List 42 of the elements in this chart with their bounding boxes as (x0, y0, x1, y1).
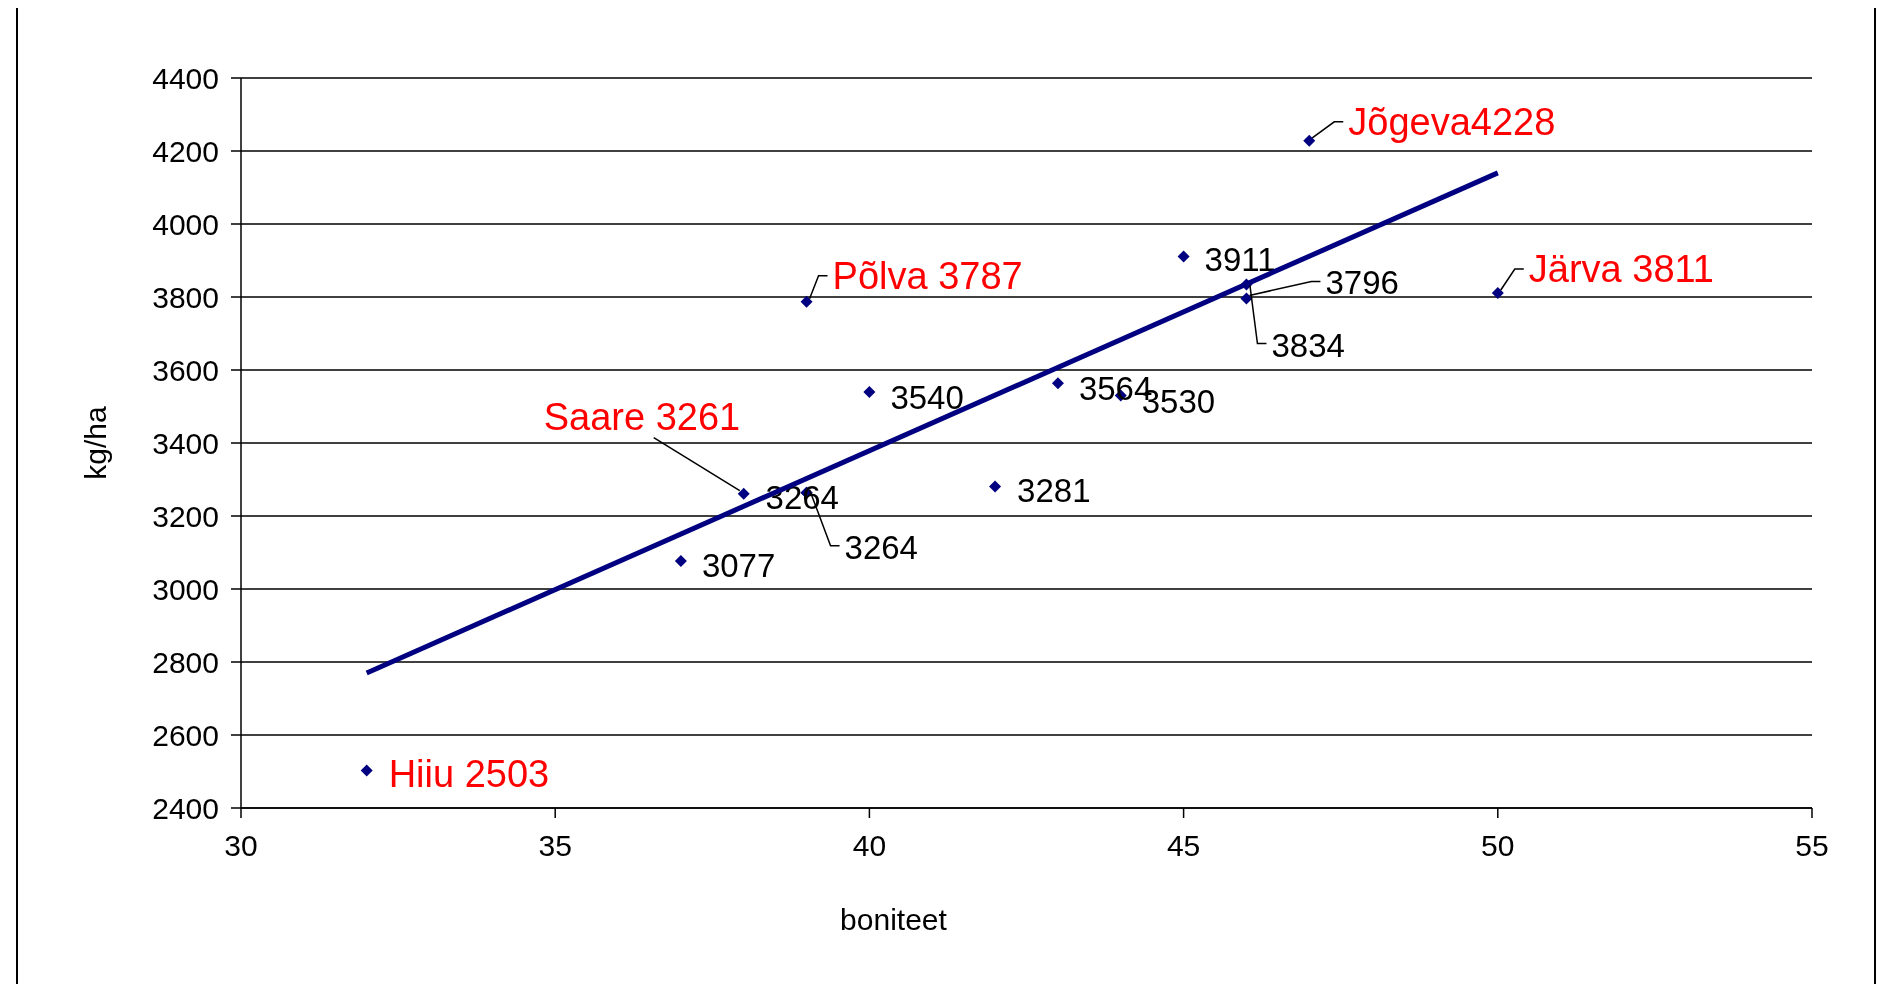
y-tick-label: 3000 (152, 572, 219, 606)
data-label: Jõgeva4228 (1348, 100, 1556, 143)
data-label: 3540 (890, 378, 964, 416)
y-tick-label: 4000 (152, 207, 219, 241)
x-tick-label: 30 (224, 829, 258, 862)
x-axis-title: boniteet (840, 903, 948, 936)
x-tick-label: 50 (1481, 829, 1515, 862)
x-tick-label: 35 (538, 829, 572, 862)
point (989, 480, 1002, 493)
y-tick-label: 2600 (152, 718, 219, 752)
data-label: 3834 (1271, 326, 1345, 364)
point (1240, 292, 1253, 305)
x-tick-label: 55 (1795, 829, 1829, 862)
data-label: Hiiu 2503 (388, 753, 550, 796)
y-tick-label: 3600 (152, 353, 219, 387)
y-axis-title: kg/ha (79, 405, 112, 480)
point (674, 554, 687, 567)
y-tick-label: 2400 (152, 791, 219, 825)
point (360, 764, 373, 777)
data-label: Saare 3261 (543, 395, 741, 438)
point (1491, 286, 1504, 299)
data-label: 3796 (1325, 264, 1399, 302)
point (800, 295, 813, 308)
data-label: 3264 (844, 528, 918, 566)
data-label: Järva 3811 (1528, 247, 1714, 290)
point (1051, 377, 1064, 390)
x-tick-label: 45 (1166, 829, 1201, 862)
data-label: 3281 (1017, 472, 1091, 510)
y-tick-label: 3400 (152, 426, 219, 460)
data-label: Põlva 3787 (832, 254, 1023, 297)
y-tick-label: 3200 (152, 499, 219, 533)
y-tick-label: 2800 (152, 645, 219, 679)
point (1303, 134, 1316, 147)
y-tick-label: 4200 (152, 134, 219, 168)
point (737, 487, 750, 500)
y-tick-label: 4400 (152, 61, 219, 95)
x-tick-label: 40 (852, 829, 887, 862)
data-label: 3911 (1204, 241, 1276, 279)
data-label: 3077 (701, 546, 776, 584)
point (1177, 250, 1190, 263)
y-tick-label: 3800 (152, 280, 219, 314)
point (863, 385, 876, 398)
